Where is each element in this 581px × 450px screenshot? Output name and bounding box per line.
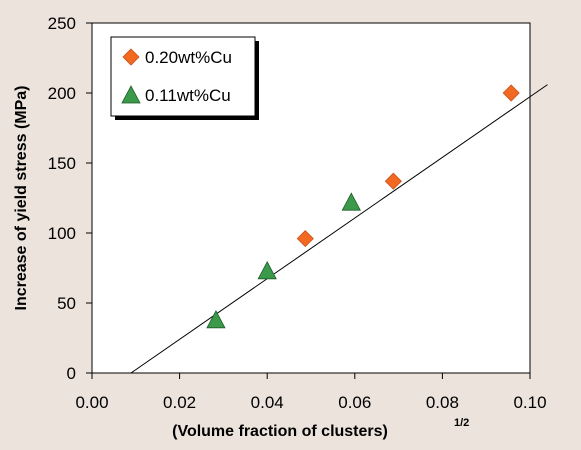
legend-label: 0.20wt%Cu [145,48,232,67]
y-tick-label: 0 [67,364,76,383]
legend-triangle-marker [121,85,141,104]
data-marks [206,84,520,329]
fit-line [130,96,531,374]
triangle-point [341,192,361,211]
x-tick-label: 0.10 [513,393,546,412]
y-tick-label: 250 [48,14,76,33]
diamond-point [502,84,520,102]
x-axis-label: (Volume fraction of clusters) [172,423,388,440]
y-tick-label: 150 [48,154,76,173]
triangle-point [206,309,226,329]
axes: 0.00 0.02 0.04 0.06 0.08 0.10 0 50 100 150 200 250 [48,14,547,412]
legend-label: 0.11wt%Cu [145,86,231,105]
diamond-point [296,230,314,248]
diamond-point [384,172,402,190]
x-tick-label: 0.00 [75,393,108,412]
x-tick-label: 0.06 [338,393,371,412]
x-tick-label: 0.08 [426,393,459,412]
y-tick-label: 200 [48,84,76,103]
x-axis-label-superscript: 1/2 [454,417,469,429]
y-tick-label: 100 [48,224,76,243]
legend-diamond-marker [122,48,140,66]
x-tick-label: 0.02 [163,393,196,412]
y-tick-label: 50 [57,294,76,313]
x-tick-label: 0.04 [251,393,284,412]
y-axis-label: Increase of yield stress (MPa) [13,86,30,311]
fit-line-extension [529,84,548,98]
legend: 0.20wt%Cu 0.11wt%Cu [110,36,259,120]
triangle-point [257,260,277,280]
fit-line-group [130,84,548,374]
